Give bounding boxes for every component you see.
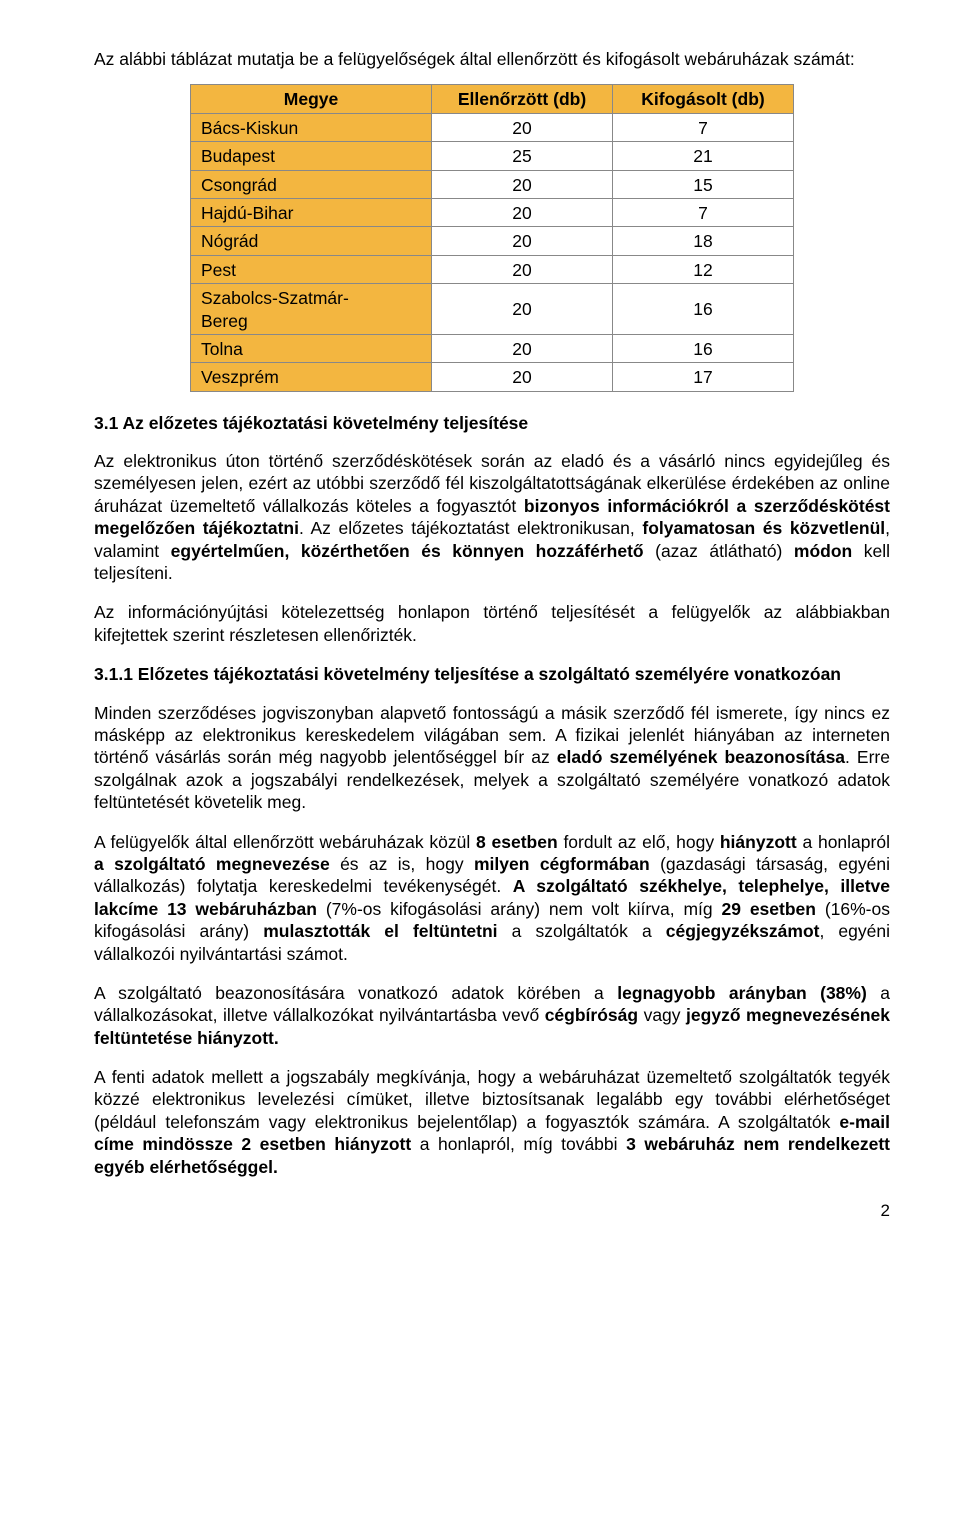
table-row: Csongrád2015 — [191, 170, 794, 198]
page-number: 2 — [94, 1200, 890, 1222]
table-row: Szabolcs-Szatmár-Bereg2016 — [191, 284, 794, 335]
para-6: A fenti adatok mellett a jogszabály megk… — [94, 1066, 890, 1178]
para-2: Az információnyújtási kötelezettség honl… — [94, 601, 890, 646]
th-kifogasolt: Kifogásolt (db) — [613, 85, 794, 113]
table-row: Bács-Kiskun207 — [191, 113, 794, 141]
table-row: Tolna2016 — [191, 334, 794, 362]
table-row: Hajdú-Bihar207 — [191, 198, 794, 226]
table-row: Veszprém2017 — [191, 363, 794, 391]
heading-3-1-1: 3.1.1 Előzetes tájékoztatási követelmény… — [94, 663, 890, 685]
para-1: Az elektronikus úton történő szerződéskö… — [94, 450, 890, 584]
table-row: Pest2012 — [191, 255, 794, 283]
th-megye: Megye — [191, 85, 432, 113]
intro-text: Az alábbi táblázat mutatja be a felügyel… — [94, 48, 890, 70]
para-4: A felügyelők által ellenőrzött webáruház… — [94, 831, 890, 965]
table-row: Budapest2521 — [191, 142, 794, 170]
th-ellenorzott: Ellenőrzött (db) — [432, 85, 613, 113]
para-3: Minden szerződéses jogviszonyban alapvet… — [94, 702, 890, 814]
para-5: A szolgáltató beazonosítására vonatkozó … — [94, 982, 890, 1049]
data-table: Megye Ellenőrzött (db) Kifogásolt (db) B… — [190, 84, 794, 391]
heading-3-1: 3.1 Az előzetes tájékoztatási követelmén… — [94, 412, 890, 434]
table-row: Nógrád2018 — [191, 227, 794, 255]
